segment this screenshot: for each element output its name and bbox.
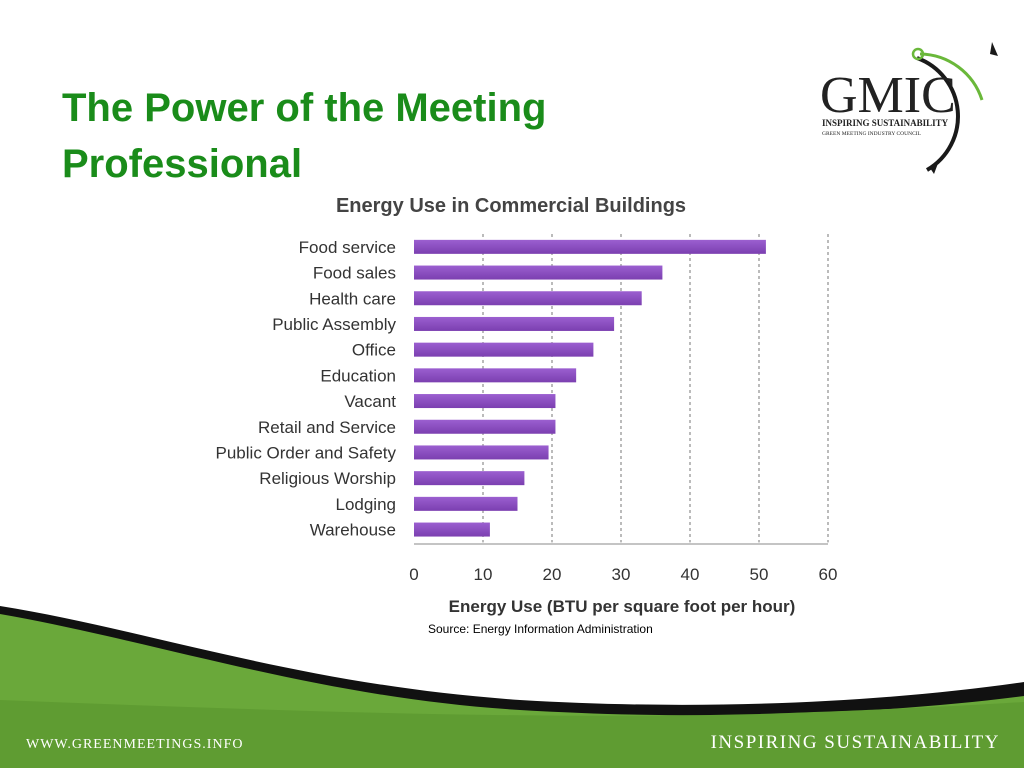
category-label: Food sales [313, 264, 396, 283]
x-tick-label: 10 [474, 565, 493, 584]
logo-subtitle: GREEN MEETING INDUSTRY COUNCIL [822, 131, 922, 137]
bar [414, 419, 556, 434]
bar [414, 394, 556, 409]
bar [414, 265, 663, 280]
x-tick-label: 40 [681, 565, 700, 584]
footer-slogan: INSPIRING SUSTAINABILITY [710, 732, 1000, 753]
x-tick-label: 50 [750, 565, 769, 584]
slide-title: The Power of the Meeting Professional [62, 86, 547, 186]
footer-website[interactable]: WWW.GREENMEETINGS.INFO [26, 737, 244, 752]
x-axis-label: Energy Use (BTU per square foot per hour… [449, 597, 796, 616]
x-tick-label: 20 [543, 565, 562, 584]
bar [414, 342, 594, 357]
category-label: Education [320, 366, 396, 385]
category-label: Public Order and Safety [216, 443, 397, 462]
x-tick-label: 60 [819, 565, 838, 584]
chart-title: Energy Use in Commercial Buildings [336, 195, 686, 217]
gmic-logo: GMIC INSPIRING SUSTAINABILITY GREEN MEET… [820, 42, 998, 174]
category-label: Office [352, 341, 396, 360]
bar [414, 522, 490, 537]
category-label: Public Assembly [272, 315, 396, 334]
category-label: Lodging [335, 495, 396, 514]
bar [414, 471, 525, 486]
bar [414, 291, 642, 306]
logo-tagline: INSPIRING SUSTAINABILITY [822, 118, 949, 128]
bar [414, 368, 577, 383]
bar [414, 239, 766, 254]
bar-chart: Energy Use in Commercial Buildings Food … [216, 195, 838, 616]
bar [414, 496, 518, 511]
category-label: Retail and Service [258, 418, 396, 437]
bar [414, 445, 549, 460]
category-label: Vacant [344, 392, 396, 411]
category-label: Warehouse [310, 521, 396, 540]
source-note: Source: Energy Information Administratio… [428, 622, 653, 636]
x-tick-label: 30 [612, 565, 631, 584]
bar [414, 316, 615, 331]
footer-swoosh [0, 606, 1024, 768]
logo-name: GMIC [820, 67, 956, 124]
category-label: Food service [299, 238, 396, 257]
category-label: Religious Worship [259, 469, 396, 488]
x-tick-label: 0 [409, 565, 418, 584]
category-label: Health care [309, 289, 396, 308]
